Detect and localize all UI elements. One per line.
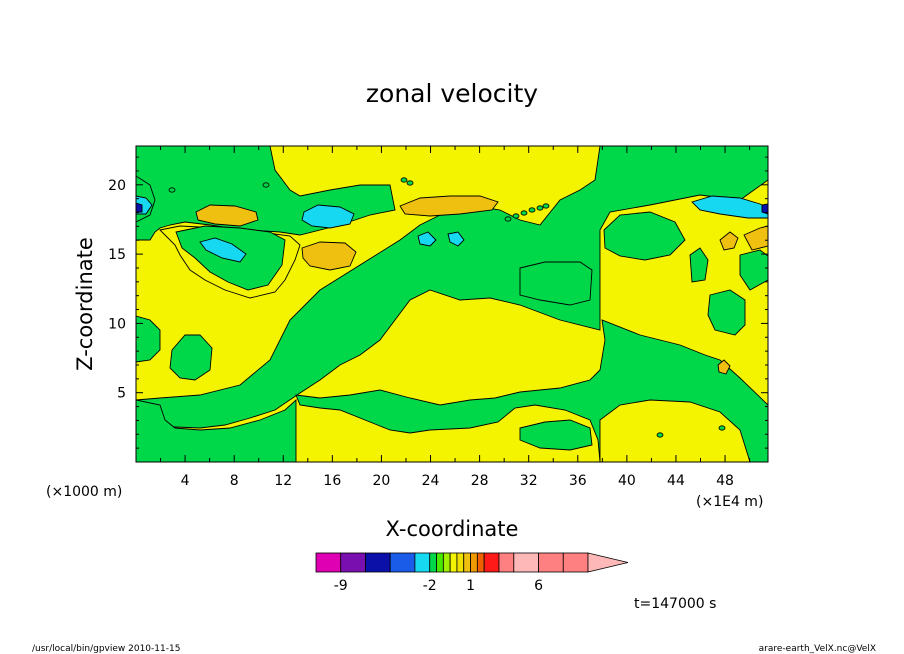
x-tick-label: 44: [667, 473, 685, 489]
contour-region: [136, 315, 161, 363]
x-tick-label: 28: [471, 473, 489, 489]
y-axis-title: Z-coordinate: [73, 237, 97, 371]
contour-region: [399, 195, 499, 217]
contour-fills: [136, 146, 768, 462]
chart-title: zonal velocity: [366, 79, 538, 108]
contour-region: [761, 203, 768, 215]
y-tick-label: 15: [108, 247, 126, 263]
colorbar-swatch: [463, 552, 471, 573]
y-tick-label: 5: [117, 386, 126, 402]
colorbar-swatch: [436, 552, 444, 573]
contour-region: [743, 225, 768, 251]
colorbar-swatch: [476, 552, 485, 573]
colorbar-tick-label: 1: [466, 578, 475, 594]
time-label: t=147000 s: [634, 596, 716, 612]
contour-region: [199, 237, 247, 263]
contour-region: [417, 231, 437, 247]
colorbar-swatch: [315, 552, 342, 573]
contour-region: [689, 247, 709, 283]
x-axis-title: X-coordinate: [386, 517, 519, 541]
contour-region: [195, 204, 259, 227]
colorbar-swatch: [389, 552, 416, 573]
contour-blob: [520, 210, 528, 216]
contour-region: [169, 334, 213, 381]
x-tick-label: 8: [230, 473, 239, 489]
colorbar-tick-label: -9: [334, 578, 348, 594]
y-tick-label: 20: [108, 178, 126, 194]
contour-blob: [504, 216, 512, 222]
colorbar: -9 -2 1 6: [315, 552, 629, 594]
contour-blob: [528, 207, 536, 213]
contour-blob: [536, 205, 544, 211]
x-tick-label: 16: [323, 473, 341, 489]
contour-region: [136, 202, 143, 213]
plot-frame: [135, 145, 769, 463]
colorbar-swatch: [365, 552, 391, 573]
contour-region: [519, 261, 593, 306]
contour-blob: [542, 203, 550, 209]
colorbar-swatch: [470, 552, 478, 573]
colorbar-swatch: [483, 552, 500, 573]
contour-blob: [512, 213, 520, 219]
colorbar-extension: [587, 552, 629, 573]
contour-region: [707, 289, 746, 336]
colorbar-swatch: [414, 552, 431, 573]
contour-region: [519, 419, 593, 451]
x-axis: 4 8 12 16 20 24 28 32 36 40 44 48: [160, 146, 751, 489]
colorbar-swatch: [456, 552, 465, 573]
x-tick-label: 20: [373, 473, 391, 489]
colorbar-swatch: [538, 552, 564, 573]
contour-blob: [262, 182, 270, 188]
contour-region: [691, 195, 768, 219]
contour-region: [739, 249, 768, 291]
contour-region: [717, 359, 731, 375]
x-tick-label: 32: [520, 473, 538, 489]
colorbar-swatch: [562, 552, 589, 573]
colorbar-swatch: [498, 552, 515, 573]
contour-region: [301, 241, 357, 271]
colorbar-swatch: [442, 552, 451, 573]
y-tick-label: 10: [108, 316, 126, 332]
contour-blob: [656, 432, 664, 438]
contour-blob: [406, 180, 414, 186]
colorbar-swatch: [449, 552, 458, 573]
x-tick-label: 40: [618, 473, 636, 489]
footer-left: /usr/local/bin/gpview 2010-11-15: [32, 644, 180, 654]
contour-region: [136, 146, 768, 429]
colorbar-swatch: [340, 552, 366, 573]
contour-region: [301, 204, 355, 229]
x-tick-label: 12: [274, 473, 292, 489]
contour-blob: [400, 177, 408, 183]
x-tick-label: 24: [422, 473, 440, 489]
y-axis: 5 10 15 20: [108, 156, 768, 449]
x-unit-left: (×1000 m): [46, 484, 122, 500]
x-tick-label: 48: [716, 473, 734, 489]
contour-blob: [168, 187, 176, 193]
contour-region: [603, 211, 686, 261]
footer-right: arare-earth_VelX.nc@VelX: [759, 644, 876, 654]
contour-region: [719, 231, 739, 251]
contour-region: [447, 231, 465, 247]
contour-blob: [718, 425, 726, 431]
contour-region: [136, 398, 297, 462]
contour-region: [599, 399, 751, 462]
x-tick-label: 36: [569, 473, 587, 489]
colorbar-tick-label: -2: [423, 578, 437, 594]
colorbar-swatch: [513, 552, 539, 573]
x-tick-label: 4: [181, 473, 190, 489]
x-unit-right: (×1E4 m): [696, 494, 763, 510]
colorbar-swatch: [429, 552, 437, 573]
colorbar-tick-label: 6: [534, 578, 543, 594]
